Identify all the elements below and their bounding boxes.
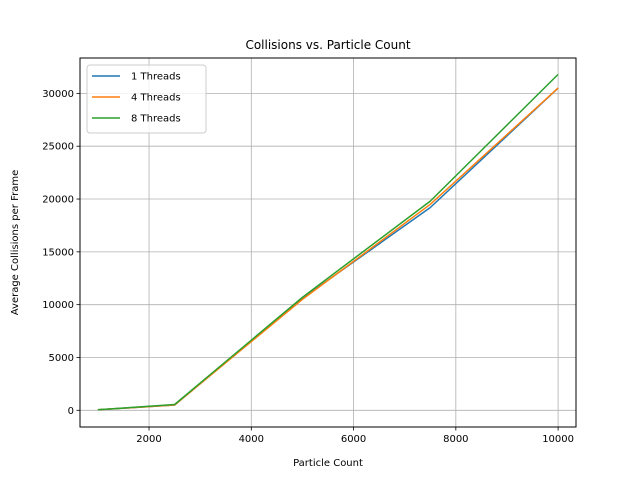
y-tick-label: 10000: [42, 300, 74, 311]
x-tick-label: 8000: [443, 434, 468, 445]
y-tick-label: 15000: [42, 247, 74, 258]
y-tick-label: 30000: [42, 89, 74, 100]
chart-title: Collisions vs. Particle Count: [245, 38, 410, 52]
y-tick-label: 0: [68, 406, 74, 417]
series-lines: [97, 73, 559, 411]
x-tick-label: 10000: [542, 434, 574, 445]
x-tick-label: 2000: [136, 434, 161, 445]
legend-label: 4 Threads: [131, 93, 181, 104]
y-tick-label: 5000: [49, 353, 74, 364]
series-line-2: [97, 87, 559, 411]
series-line-3: [97, 73, 559, 411]
ticks: 2000 4000 6000 8000 10000 0 5000 10000 15000 2000…: [42, 89, 574, 445]
legend-box: [86, 64, 207, 134]
x-tick-label: 4000: [239, 434, 264, 445]
y-tick-label: 25000: [42, 142, 74, 153]
plot-frame: [79, 57, 577, 428]
x-tick-label: 6000: [341, 434, 366, 445]
legend: 1 Threads 4 Threads 8 Threads: [86, 64, 207, 134]
series-line-1: [97, 87, 559, 411]
legend-label: 1 Threads: [131, 72, 181, 83]
x-axis-label: Particle Count: [293, 458, 363, 469]
y-tick-label: 20000: [42, 195, 74, 206]
legend-label: 8 Threads: [131, 114, 181, 125]
y-axis-label: Average Collisions per Frame: [10, 170, 21, 315]
